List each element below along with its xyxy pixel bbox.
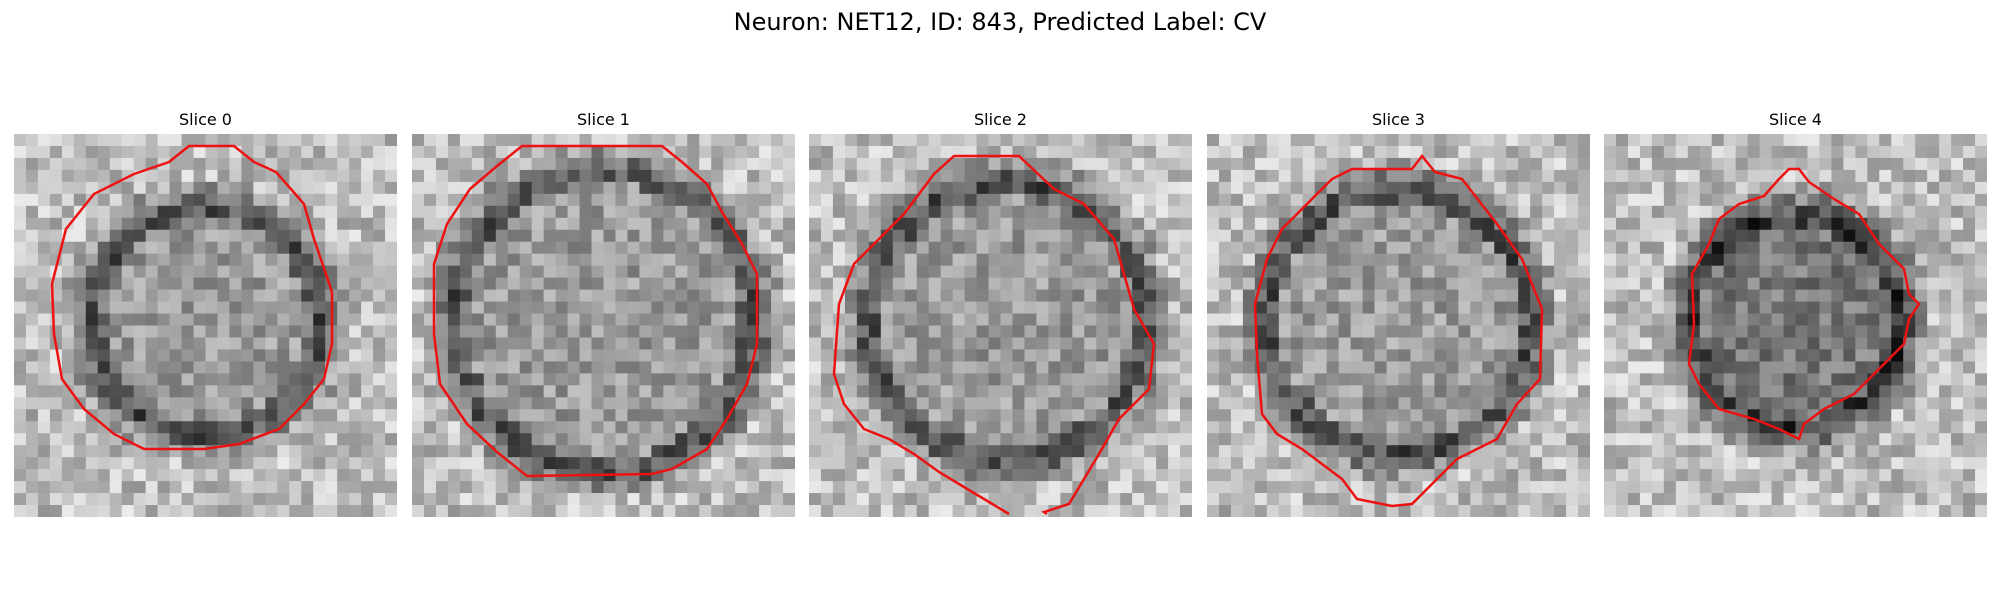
slice-image bbox=[1207, 134, 1590, 517]
slice-panel-4: Slice 4 bbox=[1604, 108, 1987, 517]
segmentation-contour bbox=[50, 144, 334, 451]
slice-panel-3: Slice 3 bbox=[1207, 108, 1590, 517]
segmentation-contour bbox=[1687, 167, 1921, 441]
slice-title: Slice 1 bbox=[577, 110, 630, 129]
slice-title: Slice 4 bbox=[1769, 110, 1822, 129]
figure-title: Neuron: NET12, ID: 843, Predicted Label:… bbox=[733, 8, 1267, 36]
slice-image bbox=[14, 134, 397, 517]
segmentation-contour bbox=[832, 154, 1156, 516]
slice-image bbox=[809, 134, 1192, 517]
slice-image bbox=[1604, 134, 1987, 517]
slice-panel-1: Slice 1 bbox=[412, 108, 795, 517]
segmentation-contour bbox=[432, 144, 759, 478]
slice-panel-0: Slice 0 bbox=[14, 108, 397, 517]
slice-title: Slice 2 bbox=[974, 110, 1027, 129]
slice-image bbox=[412, 134, 795, 517]
slice-panel-2: Slice 2 bbox=[809, 108, 1192, 517]
slice-title: Slice 3 bbox=[1372, 110, 1425, 129]
segmentation-contour bbox=[1253, 153, 1544, 508]
slice-title: Slice 0 bbox=[179, 110, 232, 129]
